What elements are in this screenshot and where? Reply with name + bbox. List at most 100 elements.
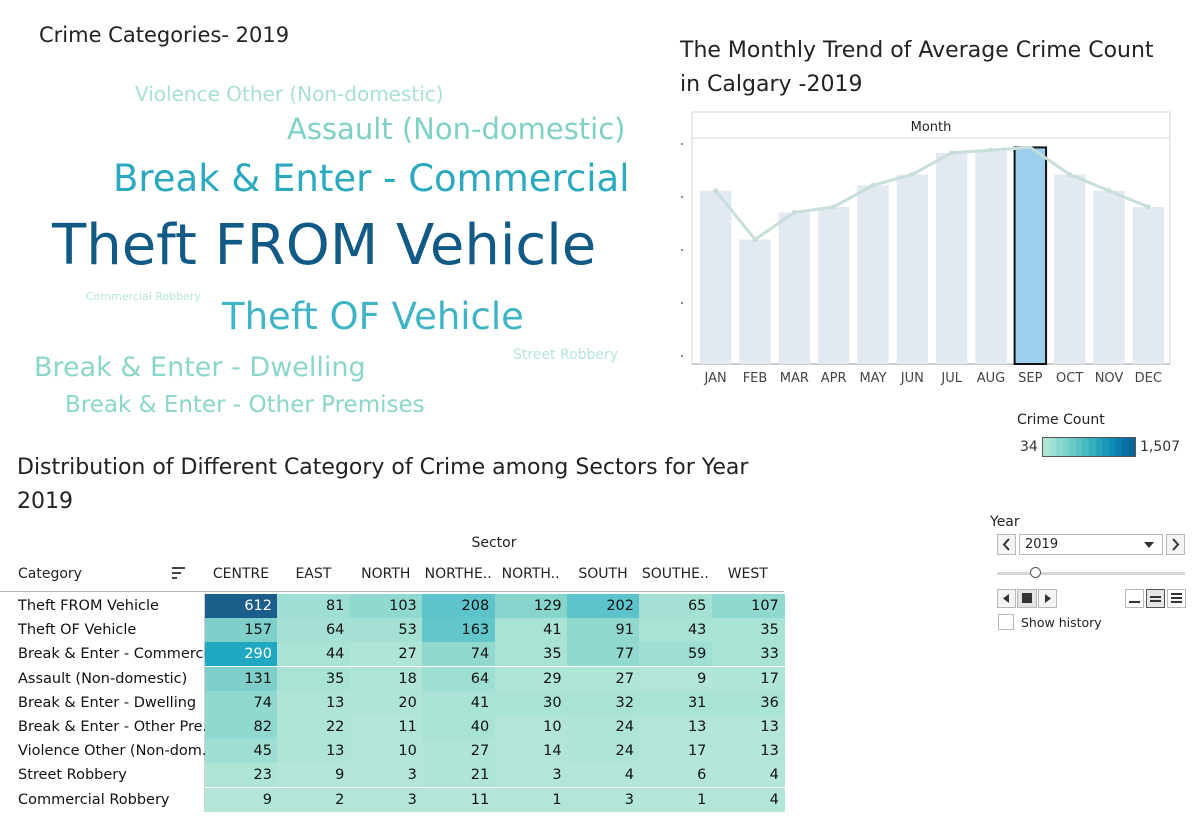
row-label[interactable]: Assault (Non-domestic) [18, 670, 188, 687]
column-header[interactable]: SOUTH [578, 566, 628, 582]
heatmap-cell[interactable]: 33 [711, 642, 785, 667]
heatmap-cell[interactable]: 17 [639, 739, 713, 764]
word-commercial-robbery[interactable]: Commercial Robbery [86, 290, 201, 303]
heatmap-cell[interactable]: 30 [494, 690, 568, 715]
heatmap-cell[interactable]: 290 [205, 642, 278, 667]
trend-point-jun[interactable] [909, 171, 915, 177]
heatmap-cell[interactable]: 208 [422, 594, 496, 618]
heatmap-cell[interactable]: 27 [349, 642, 423, 667]
heatmap-cell[interactable]: 13 [639, 715, 713, 739]
bar-aug[interactable] [975, 150, 1007, 364]
heatmap-cell[interactable]: 131 [205, 666, 278, 691]
heatmap-cell[interactable]: 23 [205, 763, 278, 788]
bar-feb[interactable] [739, 239, 771, 364]
row-label[interactable]: Violence Other (Non-dom.. [18, 743, 212, 760]
heatmap-cell[interactable]: 4 [711, 787, 785, 812]
trend-point-jul[interactable] [949, 150, 955, 156]
sort-descending-icon[interactable] [171, 566, 187, 580]
bar-apr[interactable] [817, 206, 850, 364]
heatmap-cell[interactable]: 9 [277, 763, 351, 788]
bar-nov[interactable] [1093, 190, 1125, 364]
heatmap-cell[interactable]: 20 [349, 690, 423, 715]
heatmap-cell[interactable]: 22 [277, 715, 351, 739]
heatmap-cell[interactable]: 74 [422, 642, 496, 667]
heatmap-cell[interactable]: 21 [422, 763, 496, 788]
row-label[interactable]: Break & Enter - Dwelling [18, 694, 197, 711]
year-dropdown[interactable]: 2019 [1019, 534, 1163, 555]
heatmap-cell[interactable]: 64 [277, 618, 351, 643]
word-break-enter-commercial[interactable]: Break & Enter - Commercial [113, 157, 630, 200]
column-header[interactable]: CENTRE [212, 566, 270, 582]
heatmap-cell[interactable]: 4 [711, 763, 785, 788]
word-assault[interactable]: Assault (Non-domestic) [287, 112, 626, 146]
word-street-robbery[interactable]: Street Robbery [513, 347, 619, 363]
heatmap-cell[interactable]: 53 [349, 618, 423, 643]
bar-oct[interactable] [1053, 174, 1086, 364]
heatmap-cell[interactable]: 24 [567, 715, 640, 739]
bar-dec[interactable] [1132, 206, 1165, 364]
column-header[interactable]: SOUTHE.. [641, 566, 709, 582]
column-header[interactable]: NORTH [361, 566, 411, 582]
heatmap-cell[interactable]: 43 [639, 618, 713, 643]
trend-point-may[interactable] [870, 182, 876, 188]
year-prev-button[interactable] [997, 534, 1016, 555]
heatmap-cell[interactable]: 65 [639, 594, 713, 618]
heatmap-cell[interactable]: 81 [277, 594, 351, 618]
word-violence-other[interactable]: Violence Other (Non-domestic) [135, 82, 444, 106]
heatmap-cell[interactable]: 91 [567, 618, 640, 643]
heatmap-cell[interactable]: 82 [205, 715, 278, 739]
year-slider-thumb[interactable] [1029, 567, 1041, 578]
heatmap-cell[interactable]: 3 [349, 763, 423, 788]
row-label[interactable]: Theft FROM Vehicle [18, 598, 159, 614]
trend-point-oct[interactable] [1067, 171, 1073, 177]
heatmap-cell[interactable]: 35 [711, 618, 785, 643]
column-header[interactable]: NORTHE.. [424, 566, 492, 582]
heatmap-cell[interactable]: 9 [639, 666, 713, 691]
heatmap-cell[interactable]: 13 [277, 739, 351, 764]
heatmap-cell[interactable]: 129 [494, 594, 568, 618]
heatmap-cell[interactable]: 35 [494, 642, 568, 667]
heatmap-cell[interactable]: 74 [205, 690, 278, 715]
heatmap-cell[interactable]: 41 [422, 690, 496, 715]
heatmap-cell[interactable]: 10 [349, 739, 423, 764]
play-button[interactable] [1038, 589, 1057, 608]
trend-point-feb[interactable] [752, 236, 758, 242]
heatmap-cell[interactable]: 1 [639, 787, 713, 812]
trend-point-mar[interactable] [791, 209, 797, 215]
row-label[interactable]: Commercial Robbery [18, 791, 170, 808]
heatmap-cell[interactable]: 11 [422, 787, 496, 812]
speed-fast-button[interactable] [1167, 589, 1186, 608]
heatmap-cell[interactable]: 10 [494, 715, 568, 739]
heatmap-cell[interactable]: 14 [494, 739, 568, 764]
heatmap-cell[interactable]: 157 [205, 618, 278, 643]
word-theft-of-vehicle[interactable]: Theft OF Vehicle [222, 295, 524, 338]
heatmap-cell[interactable]: 107 [711, 594, 785, 618]
trend-point-nov[interactable] [1106, 188, 1112, 194]
heatmap-cell[interactable]: 6 [639, 763, 713, 788]
bar-jul[interactable] [935, 152, 968, 364]
heatmap-cell[interactable]: 13 [711, 715, 785, 739]
bar-may[interactable] [857, 185, 889, 364]
heatmap-cell[interactable]: 35 [277, 666, 351, 691]
column-header[interactable]: EAST [295, 566, 332, 582]
heatmap-cell[interactable]: 163 [422, 618, 496, 643]
heatmap-cell[interactable]: 13 [277, 690, 351, 715]
bar-mar[interactable] [778, 212, 811, 364]
word-break-enter-other[interactable]: Break & Enter - Other Premises [65, 392, 425, 418]
heatmap-cell[interactable]: 64 [422, 666, 496, 691]
speed-medium-button[interactable] [1146, 589, 1165, 608]
heatmap-cell[interactable]: 27 [567, 666, 640, 691]
row-label[interactable]: Theft OF Vehicle [18, 622, 137, 639]
show-history-checkbox[interactable] [998, 614, 1014, 630]
heatmap-cell[interactable]: 13 [711, 739, 785, 764]
heatmap-cell[interactable]: 4 [567, 763, 640, 788]
heatmap-cell[interactable]: 36 [711, 690, 785, 715]
word-theft-from-vehicle[interactable]: Theft FROM Vehicle [52, 213, 597, 278]
bar-jan[interactable] [699, 190, 732, 364]
heatmap-cell[interactable]: 40 [422, 715, 496, 739]
trend-point-dec[interactable] [1145, 204, 1151, 210]
heatmap-cell[interactable]: 31 [639, 690, 713, 715]
heatmap-cell[interactable]: 41 [494, 618, 568, 643]
heatmap-cell[interactable]: 45 [205, 739, 278, 764]
heatmap-cell[interactable]: 202 [567, 594, 640, 618]
